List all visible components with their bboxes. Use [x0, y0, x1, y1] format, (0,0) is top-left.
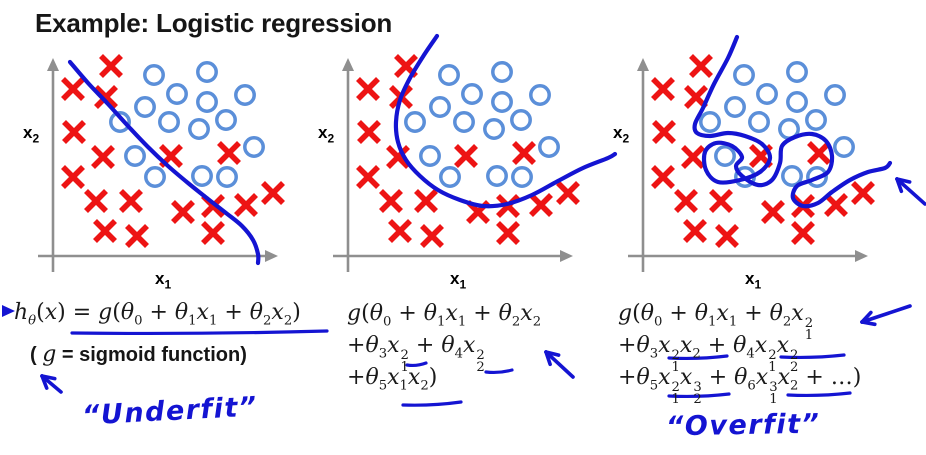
x-axis-label: x1 [155, 269, 172, 292]
y-axis-label: x2 [318, 123, 335, 146]
decision-boundary [393, 33, 618, 209]
g-symbol: g [42, 342, 57, 367]
axes [38, 58, 278, 272]
overfit-plot-arrow [895, 177, 926, 206]
axes [628, 58, 868, 272]
underfit-handwritten-label: “Underfit” [81, 391, 259, 432]
quadratic-formula: g(θ0 + θ1x1 + θ2x2 +θ3x 2 1 + θ4x 2 2 +θ5x1x… [347, 299, 541, 395]
formula-left-line: hθ(x) = g(θ0 + θ1x1 + θ2x2) [14, 300, 301, 329]
formula-mid-line-2: +θ3x 2 1 + θ4x 2 2 [347, 333, 485, 375]
sigmoid-note: ( g = sigmoid function) [30, 342, 247, 367]
formula-right-line-1: g(θ0 + θ1x1 + θ2x 2 1 [618, 301, 814, 343]
formula-right-line-2: +θ3x 2 1 x2 + θ4x 2 1 x 2 2 [618, 333, 799, 375]
formula-mid-line-3: +θ5x1x2) [347, 365, 438, 394]
hypothesis-formula: hθ(x) = g(θ0 + θ1x1 + θ2x2) [14, 298, 301, 330]
overfit-panel [628, 34, 893, 272]
mid-formula-arrow [544, 350, 575, 379]
scatter-markers [61, 54, 285, 248]
decision-boundary [67, 59, 261, 266]
formula-mid-line-1: g(θ0 + θ1x1 + θ2x2 [347, 301, 542, 330]
underline-left-formula [70, 329, 329, 336]
decision-boundary [692, 34, 893, 209]
x-axis-label: x1 [745, 269, 762, 292]
underline-mid-x1x2 [401, 400, 463, 407]
axes [333, 58, 573, 272]
y-axis-label: x2 [613, 123, 630, 146]
scatter-markers [356, 54, 580, 248]
page-title: Example: Logistic regression [35, 8, 393, 38]
overfit-handwritten-label: “Overfit” [665, 408, 821, 443]
formula-right-line-3: +θ5x 2 1 x 3 2 + θ6x 3 1 x2 + …) [618, 365, 862, 407]
underfit-panel [38, 54, 285, 272]
right-formula-arrow [860, 304, 912, 327]
underfit-arrow [40, 374, 63, 394]
x-axis-label: x1 [450, 269, 467, 292]
high-order-formula: g(θ0 + θ1x1 + θ2x 2 1 +θ3x 2 1 x2 + θ4x 2 1 x 2 2 … [618, 299, 862, 407]
y-axis-label: x2 [23, 123, 40, 146]
medium-fit-panel [333, 33, 618, 272]
scatter-markers [651, 54, 875, 248]
